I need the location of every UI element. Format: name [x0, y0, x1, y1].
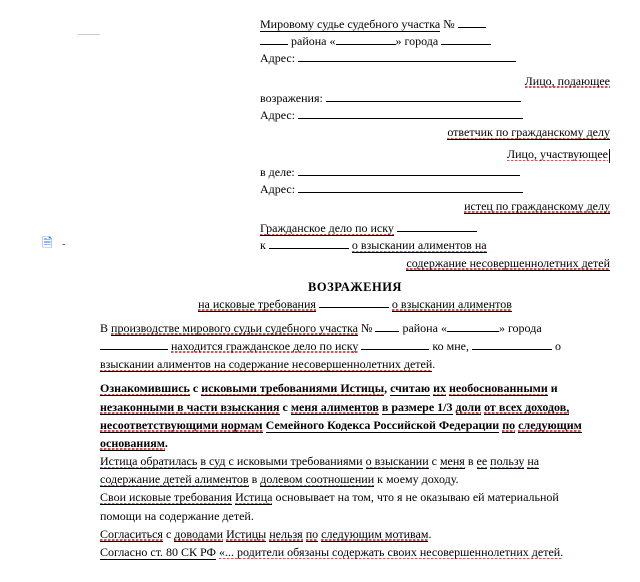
party-name: в деле:: [260, 164, 610, 180]
doc-subtitle: на исковые требования о взыскании алимен…: [100, 296, 610, 312]
title-block: ВОЗРАЖЕНИЯ на исковые требования о взыск…: [100, 279, 610, 312]
case-line-2: к о взыскании алиментов на: [260, 237, 610, 253]
body-p7: основаниям.: [100, 435, 610, 451]
doc-icon-dash: -: [62, 238, 66, 250]
addressee-block: Мировому судье судебного участка № район…: [260, 16, 610, 67]
body-p3: взыскании алиментов на содержание несове…: [100, 356, 610, 372]
party-label: Лицо, участвующее: [260, 146, 610, 162]
doc-icon: 🗎: [42, 234, 52, 256]
party-addr: Адрес:: [260, 181, 610, 197]
court-line-1: Мировому судье судебного участка №: [260, 16, 610, 32]
case-block: Гражданское дело по иску к о взыскании а…: [260, 220, 610, 271]
body-p13: Согласно ст. 80 СК РФ «... родители обяз…: [100, 544, 610, 560]
court-addr: Адрес:: [260, 50, 610, 66]
party-role: истец по гражданскому делу: [260, 198, 610, 214]
body-p9: содержание детей алиментов в долевом соо…: [100, 471, 610, 487]
body-p11: помощи на содержание детей.: [100, 508, 610, 524]
body-p8: Истица обратилась в суд с исковыми требо…: [100, 453, 610, 469]
body-p4: Ознакомившись с исковыми требованиями Ис…: [100, 380, 610, 396]
body-p5: незаконными в части взыскания с меня али…: [100, 399, 610, 415]
court-line-2: района «» города: [260, 33, 610, 49]
text-cursor: [609, 149, 610, 163]
applicant-label: Лицо, подающее: [260, 73, 610, 89]
body-p6: несоответствующими нормам Семейного Коде…: [100, 417, 610, 433]
applicant-block: Лицо, подающее возражения: Адрес: ответч…: [260, 73, 610, 141]
applicant-addr: Адрес:: [260, 107, 610, 123]
applicant-name: возражения:: [260, 90, 610, 106]
party-block: Лицо, участвующее в деле: Адрес: истец п…: [260, 146, 610, 214]
body-p12: Согласиться с доводами Истицы нельзя по …: [100, 526, 610, 542]
applicant-role: ответчик по гражданскому делу: [260, 124, 610, 140]
body-p2: находится гражданское дело по иску ко мн…: [100, 338, 610, 354]
case-line-1: Гражданское дело по иску: [260, 220, 610, 236]
body-p10: Свои исковые требования Истица основывае…: [100, 489, 610, 505]
page-edge-mark: [78, 34, 100, 35]
body-p1: В производстве мирового судьи судебного …: [100, 320, 610, 336]
doc-title: ВОЗРАЖЕНИЯ: [100, 279, 610, 296]
case-line-3: содержание несовершеннолетних детей: [260, 255, 610, 271]
document-page: Мировому судье судебного участка № район…: [0, 0, 640, 574]
